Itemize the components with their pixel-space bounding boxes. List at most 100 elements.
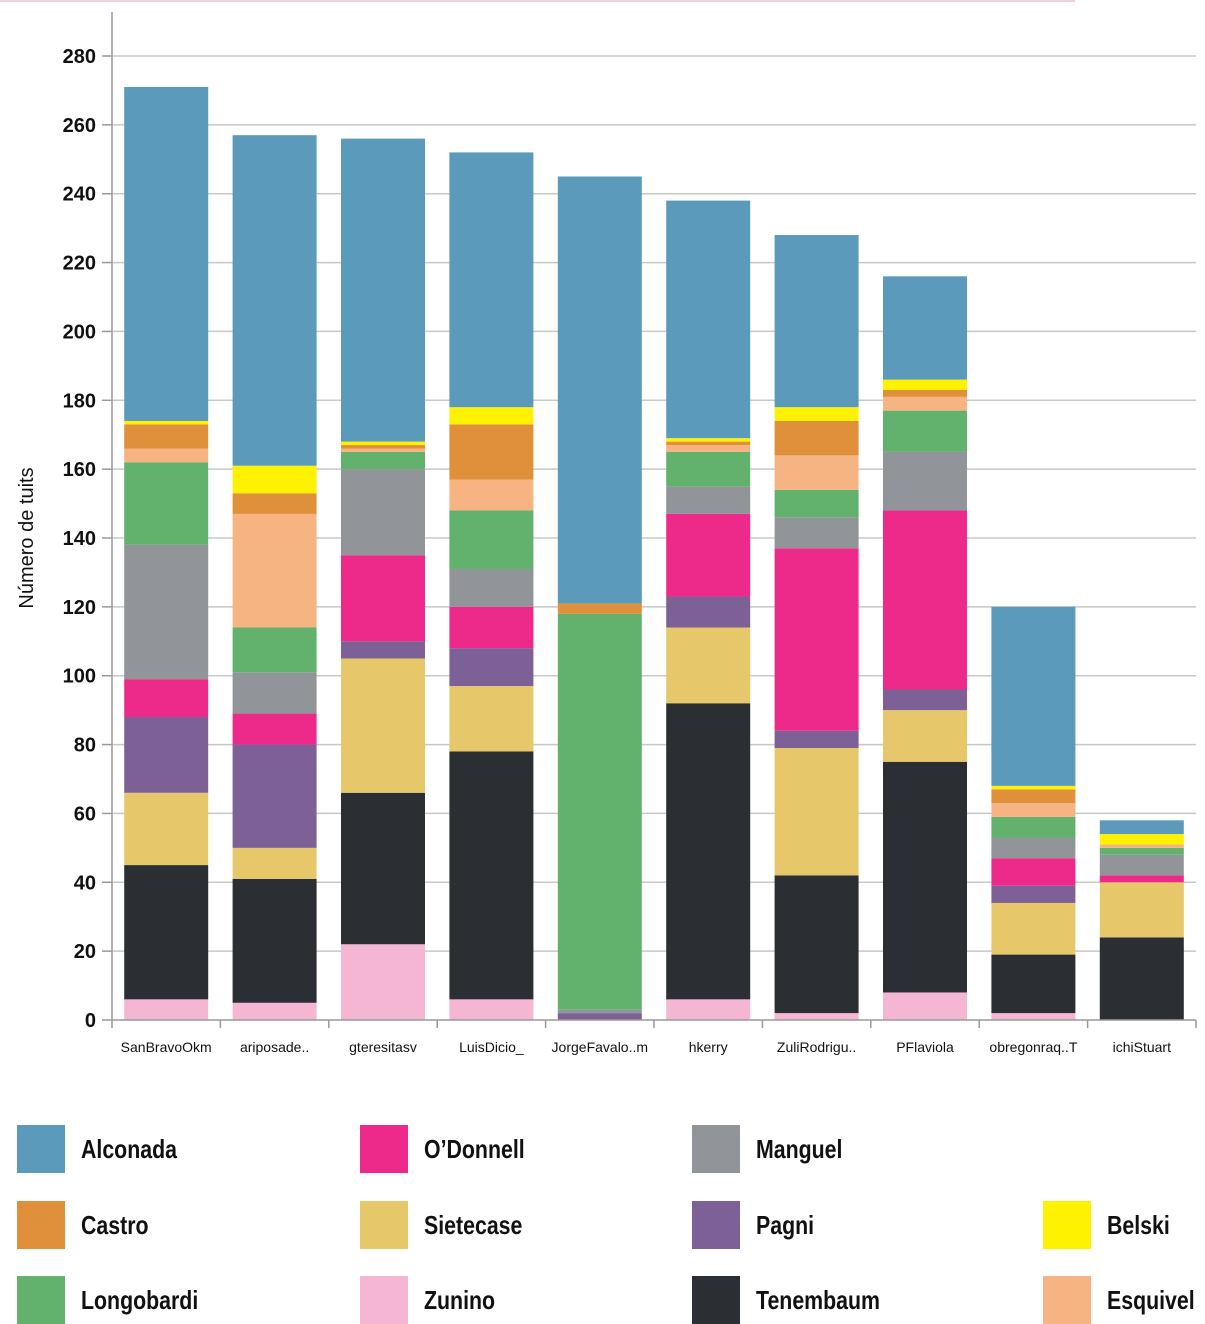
y-tick-label: 140 [63,528,96,550]
category-label: SanBravoOkm [121,1039,212,1055]
y-tick-label: 200 [63,321,96,343]
category-label: ZuliRodrigu.. [777,1039,856,1055]
bar-segment [991,885,1076,903]
bar-segment [666,703,751,1000]
bar-segment [883,451,967,511]
bar-segment [666,441,751,446]
bar-segment [449,152,534,408]
bar-segment [232,135,317,466]
bar-segment [341,944,425,1020]
bar-segment [449,606,534,649]
bar-segment [883,379,967,390]
bar-segment [1099,875,1184,883]
category-label: LuisDicio_ [459,1039,524,1055]
y-tick-label: 0 [85,1010,96,1032]
legend-swatch [360,1276,408,1324]
bar-segment [124,999,209,1020]
bar-segment [124,420,209,425]
legend-label: Alconada [81,1133,177,1164]
bar-segment [557,1009,642,1014]
y-tick-label: 220 [63,253,96,275]
legend-item: Alconada [17,1125,198,1173]
legend-item: Pagni [692,1201,827,1249]
bar-segment [991,858,1076,886]
legend-label: Esquivel [1107,1284,1195,1315]
bar-segment [1099,834,1184,845]
bar-segment [557,613,642,1010]
legend-item: Manguel [692,1125,861,1173]
legend-label: O’Donnell [424,1133,525,1164]
legend-label: Sietecase [424,1209,523,1240]
bar-segment [124,424,209,449]
legend-swatch [360,1125,408,1173]
legend-swatch [692,1201,740,1249]
legend-item: Longobardi [17,1276,224,1324]
bar-segment [232,744,317,848]
bar-segment [991,606,1076,786]
legend-label: Zunino [424,1284,496,1315]
bar-segment [774,420,859,456]
bar-segment [232,878,317,1003]
y-tick-label: 60 [74,803,96,825]
legend-swatch [360,1201,408,1249]
bar-segment [232,627,317,673]
bar-segment [341,138,425,442]
bar-segment [666,200,751,439]
bar-segment [449,568,534,607]
bar-segment [991,785,1076,790]
y-tick-label: 240 [63,184,96,206]
bar-segment [774,875,859,1014]
category-label: ariposade.. [240,1039,309,1055]
legend-swatch [692,1276,740,1324]
bar-segment [991,816,1076,838]
bar-segment [449,648,534,687]
category-label: PFlaviola [896,1039,954,1055]
legend-label: Castro [81,1209,149,1240]
bar-segment [232,493,317,514]
legend-item: O’Donnell [360,1125,547,1173]
bar-segment [774,730,859,749]
bar-segment [449,686,534,752]
bar-segment [666,596,751,628]
bar-segment [341,641,425,659]
bar-segment [883,389,967,397]
bar-segment [1099,854,1184,876]
bar-segment [991,902,1076,955]
bar-segment [341,451,425,470]
bar-segment [124,679,209,718]
legend-swatch [17,1201,65,1249]
bar-segment [449,479,534,511]
bar-segment [774,748,859,876]
bar-segment [774,407,859,421]
y-tick-label: 80 [74,735,96,757]
bar-segment [774,235,859,408]
legend-label: Pagni [756,1209,815,1240]
bar-segment [232,1002,317,1020]
bar-segment [666,627,751,704]
bar-segment [557,1013,642,1020]
legend-swatch [1043,1201,1091,1249]
bar-segment [449,751,534,1000]
bar-segment [449,999,534,1020]
bar-segment [1099,937,1184,1020]
bar-segment [991,803,1076,817]
bar-segment [774,517,859,549]
bar-segment [991,837,1076,859]
stacked-bar-chart: 0 20 40 60 80 100 120 140 160 180 200 220 240 260 280 N… [0,0,1197,1055]
bar-segment [124,717,209,793]
bar-segment [124,865,209,1000]
legend-item: Sietecase [360,1201,544,1249]
category-label: hkerry [689,1039,728,1055]
bar-segment [124,544,209,680]
y-axis-title: Número de tuits [16,467,38,608]
bar-segment [449,510,534,569]
bar-segment [883,276,967,380]
y-tick-label: 120 [63,597,96,619]
bar-segment [991,954,1076,1014]
bar-segment [883,396,967,411]
y-tick-label: 180 [63,390,96,412]
bar-segment [232,513,317,628]
bar-segment [774,455,859,490]
legend-item: Tenembaum [692,1276,907,1324]
bar-segment [124,792,209,866]
